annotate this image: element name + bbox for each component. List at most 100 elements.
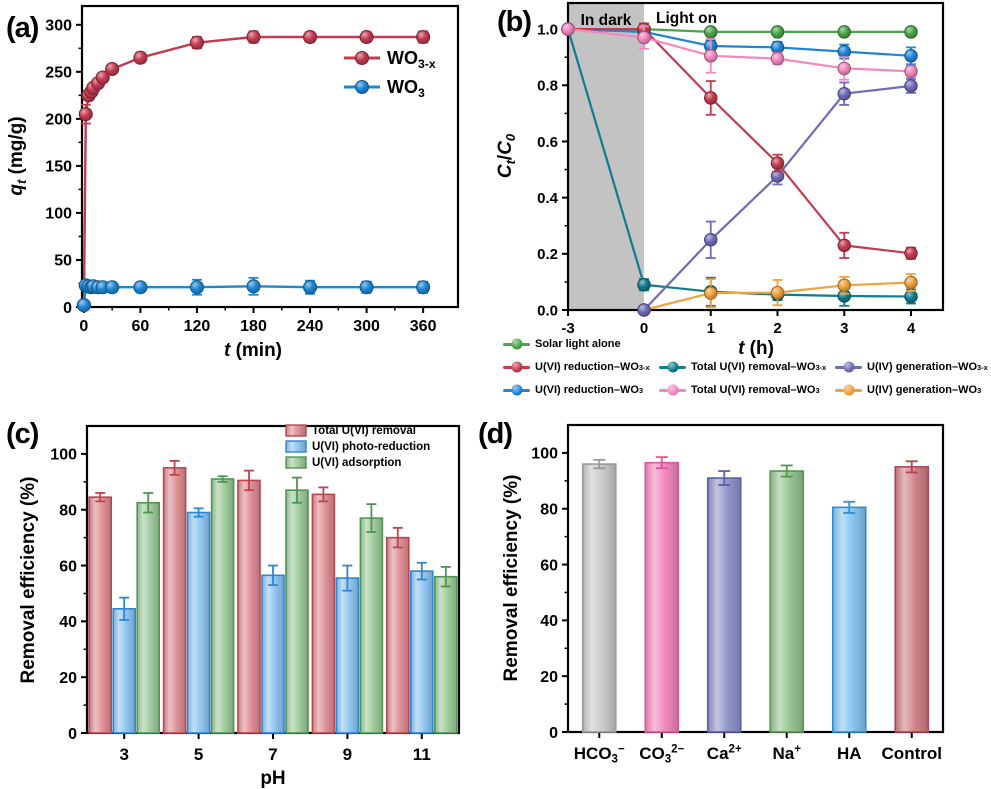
legend-marker-icon — [503, 338, 530, 350]
legend-item: U(VI) adsorption — [285, 456, 401, 469]
svg-text:0.0: 0.0 — [537, 302, 558, 319]
svg-text:240: 240 — [297, 318, 324, 335]
svg-text:150: 150 — [45, 159, 72, 176]
svg-text:0: 0 — [68, 726, 77, 743]
data-point — [246, 29, 261, 45]
legend-marker-icon — [835, 361, 862, 373]
series-1 — [76, 276, 431, 313]
svg-text:0.6: 0.6 — [537, 134, 558, 151]
svg-text:WO3: WO3 — [387, 77, 425, 100]
data-point — [837, 278, 852, 293]
legend-marker-icon — [835, 384, 862, 396]
data-point — [561, 22, 575, 36]
svg-text:100: 100 — [45, 206, 72, 223]
svg-text:40: 40 — [59, 614, 77, 631]
svg-text:0.2: 0.2 — [537, 246, 558, 263]
bar — [210, 478, 235, 734]
svg-text:pH: pH — [260, 768, 285, 789]
data-point — [704, 286, 718, 300]
data-point — [95, 70, 110, 85]
svg-text:U(VI) adsorption: U(VI) adsorption — [312, 457, 401, 469]
legend-marker-icon — [503, 384, 530, 396]
category-label: 9 — [343, 745, 352, 764]
legend-item-label: Solar light alone — [535, 338, 621, 350]
svg-text:0: 0 — [549, 725, 558, 742]
bar-group — [644, 456, 680, 733]
bar — [706, 477, 742, 733]
series-3 — [637, 77, 918, 317]
bar — [894, 466, 930, 733]
bar-series-0 — [88, 459, 410, 734]
legend-item-label: U(VI) reduction–WO3-x — [535, 361, 650, 373]
svg-text:120: 120 — [184, 318, 211, 335]
data-point — [770, 285, 785, 300]
bar — [88, 496, 112, 734]
svg-text:Removal efficiency (%): Removal efficiency (%) — [18, 477, 39, 684]
bar-group — [831, 500, 867, 733]
legend-item: Solar light alone — [503, 338, 621, 350]
svg-text:0: 0 — [640, 320, 648, 337]
svg-text:t (min): t (min) — [224, 340, 282, 361]
svg-text:Removal efficiency (%): Removal efficiency (%) — [501, 475, 522, 682]
svg-text:100: 100 — [531, 446, 558, 463]
bar-group — [894, 460, 930, 733]
bar — [112, 608, 136, 734]
svg-text:4: 4 — [907, 320, 916, 337]
svg-text:250: 250 — [45, 65, 72, 82]
data-point — [189, 35, 205, 50]
bar — [409, 570, 434, 734]
bar-series-1 — [112, 507, 434, 734]
svg-text:360: 360 — [410, 318, 437, 335]
legend-marker-icon — [659, 361, 686, 373]
svg-text:-3: -3 — [561, 320, 574, 337]
data-point — [303, 29, 318, 45]
legend-item: Total U(VI) removal–WO3 — [659, 384, 820, 396]
panel-d-label: (d) — [478, 418, 513, 450]
bar — [311, 493, 336, 734]
svg-text:3: 3 — [840, 320, 848, 337]
svg-text:Total U(VI) removal: Total U(VI) removal — [312, 425, 416, 437]
data-point — [904, 289, 918, 304]
bar — [359, 517, 384, 734]
data-point — [837, 238, 852, 253]
svg-text:qt (mg/g): qt (mg/g) — [6, 116, 29, 195]
data-point — [416, 29, 431, 45]
data-point — [904, 64, 918, 79]
category-label: Ca2+ — [707, 744, 742, 764]
category-label: 3 — [119, 745, 128, 764]
bar — [385, 536, 410, 734]
data-point — [189, 280, 205, 295]
data-point — [133, 280, 148, 295]
data-point — [637, 30, 651, 45]
data-point — [770, 156, 785, 170]
data-point — [303, 280, 318, 295]
category-label: 7 — [268, 745, 277, 764]
legend-item: U(VI) reduction–WO3-x — [503, 361, 650, 373]
category-label: Na+ — [773, 744, 802, 764]
panel-d-chart: 0 20 40 60 80 100 Removal efficiency (%) HCO3− C… — [501, 423, 945, 766]
legend-item-label: U(IV) generation–WO3 — [867, 384, 982, 396]
legend-item: WO3 — [344, 77, 425, 100]
legend-item: Total U(VI) removal–WO3-x — [659, 361, 826, 373]
data-point — [704, 49, 718, 63]
panel-c-chart: 0 20 40 60 80 100 Removal efficiency (%) pH 3 5 7 9… — [18, 424, 461, 789]
svg-text:20: 20 — [540, 669, 558, 686]
data-point — [837, 86, 852, 101]
panel-b-legend-row: Solar light alone — [495, 338, 991, 356]
svg-text:WO3-x: WO3-x — [387, 48, 436, 71]
data-point — [770, 40, 785, 55]
legend-item: WO3-x — [344, 48, 436, 71]
legend-item-label: Total U(VI) removal–WO3-x — [691, 361, 827, 373]
legend-item-label: U(VI) reduction–WO3 — [535, 384, 644, 396]
panel-b-label: (b) — [497, 6, 532, 38]
svg-text:Ct/C0: Ct/C0 — [495, 133, 518, 178]
svg-text:180: 180 — [240, 318, 267, 335]
data-point — [78, 107, 93, 122]
bar — [335, 577, 360, 734]
panel-b-legend-row: U(VI) reduction–WO3-x Total U(VI) removal… — [495, 361, 991, 379]
svg-text:60: 60 — [59, 558, 77, 575]
data-point — [837, 44, 852, 59]
data-point — [837, 25, 852, 39]
legend-item: U(IV) generation–WO3-x — [835, 361, 988, 373]
category-label: HCO3− — [574, 744, 625, 766]
